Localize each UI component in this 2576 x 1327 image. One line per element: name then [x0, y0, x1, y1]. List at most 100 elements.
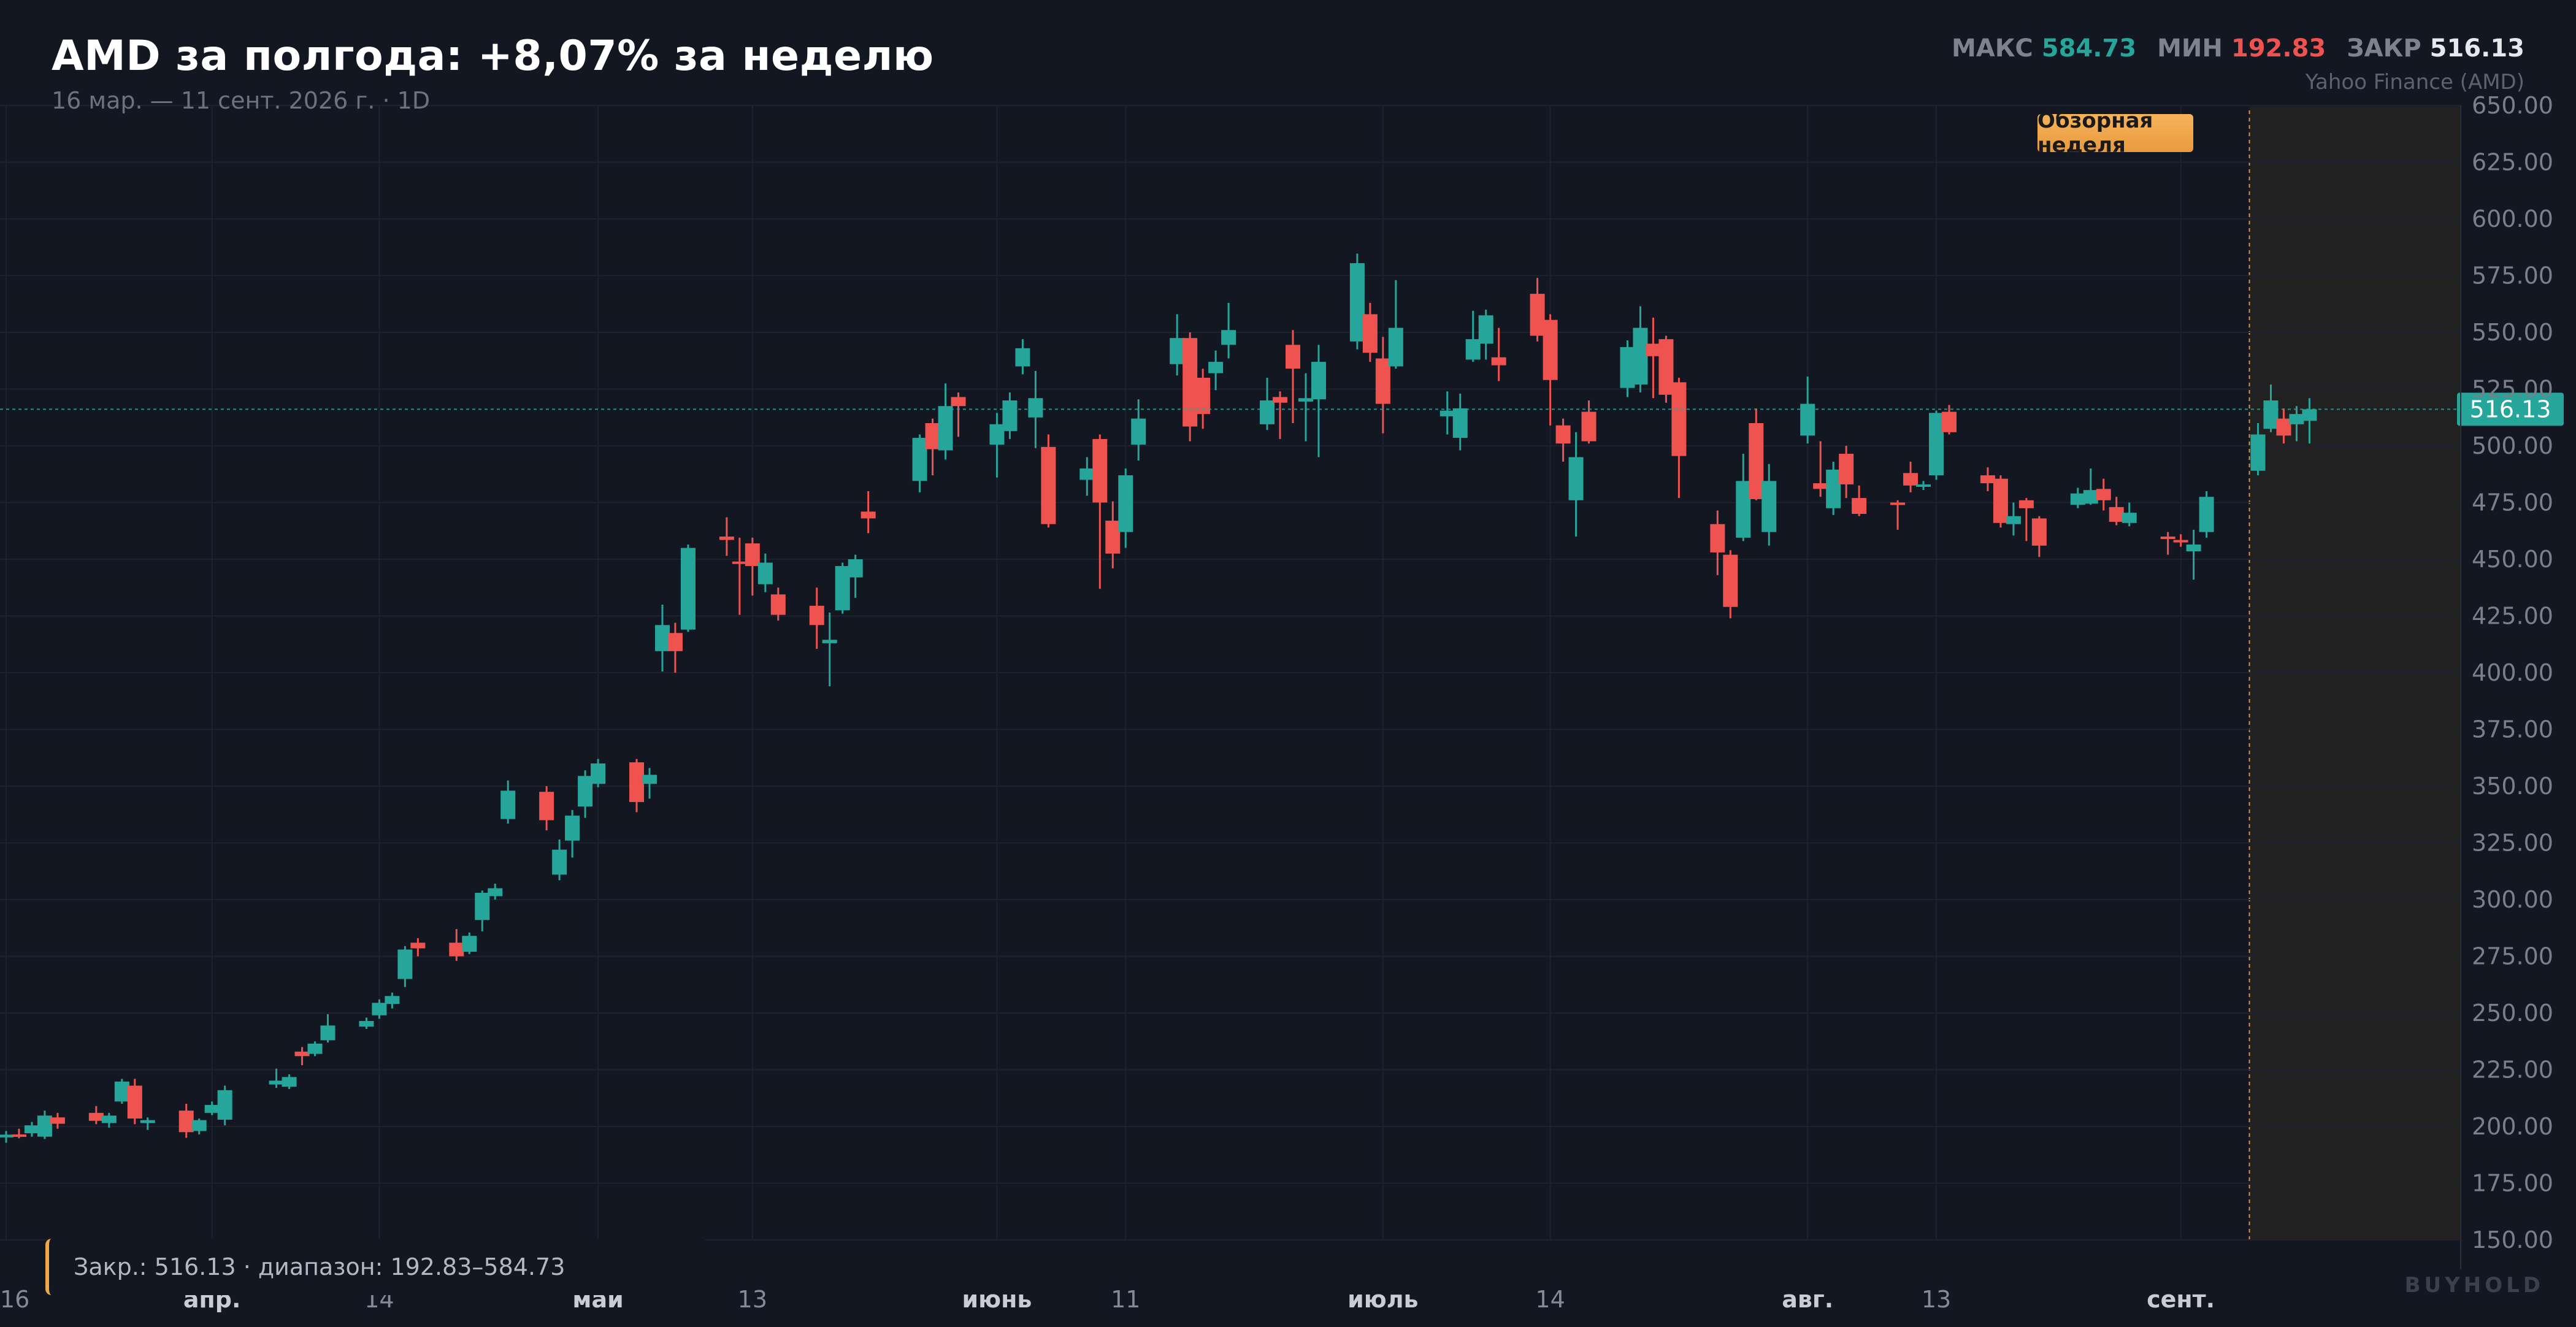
y-tick-label: 225.00 — [2472, 1057, 2553, 1084]
candle — [1543, 314, 1558, 426]
candle — [719, 517, 734, 556]
candle-body — [719, 537, 734, 540]
y-tick-label: 250.00 — [2472, 1000, 2553, 1027]
candle-body — [2018, 500, 2034, 508]
y-tick-label: 200.00 — [2472, 1113, 2553, 1140]
candle — [50, 1112, 65, 1129]
candle — [320, 1014, 335, 1043]
candle — [191, 1119, 207, 1134]
stat-max-value: 584.73 — [2041, 34, 2137, 63]
candle — [1993, 475, 2008, 528]
candle-body — [24, 1125, 39, 1134]
x-tick-label: 13 — [738, 1286, 767, 1313]
candle — [591, 759, 606, 787]
chart-title: AMD за полгода: +8,07% за неделю — [52, 32, 934, 80]
candle-body — [667, 633, 683, 651]
y-tick-label: 275.00 — [2472, 943, 2553, 970]
candle — [1941, 405, 1957, 435]
candle-body — [359, 1020, 374, 1027]
candle — [1079, 457, 1095, 496]
candle — [1671, 378, 1687, 499]
candle-body — [101, 1115, 117, 1123]
candle — [1041, 434, 1056, 528]
candle-body — [848, 559, 863, 578]
candle — [1749, 408, 1764, 500]
candle — [2173, 534, 2188, 547]
candle — [475, 890, 490, 931]
candle — [2109, 497, 2124, 526]
candle-body — [37, 1115, 52, 1137]
candle — [1465, 310, 1481, 362]
price-stats: МАКС 584.73 МИН 192.83 ЗАКР 516.13 — [1952, 34, 2524, 63]
candle — [1195, 369, 1211, 429]
candle-body — [2289, 414, 2304, 424]
candle-body — [127, 1085, 142, 1119]
candle-body — [191, 1120, 207, 1131]
candle-body — [1761, 481, 1777, 532]
candle-body — [385, 996, 400, 1004]
candle — [462, 932, 477, 954]
candle — [2096, 478, 2111, 511]
candle — [1555, 418, 1571, 462]
candle — [578, 770, 593, 818]
footer-summary: Закр.: 516.13 · диапазон: 192.83–584.73 — [45, 1239, 708, 1295]
candle — [1452, 393, 1468, 451]
candle-body — [320, 1025, 335, 1041]
candle-body — [1041, 446, 1056, 524]
candle — [2302, 398, 2317, 444]
candle-body — [1170, 338, 1185, 364]
x-tick-label: авг. — [1782, 1286, 1833, 1313]
candle — [1761, 464, 1777, 546]
candle-body — [1826, 469, 1841, 508]
candle — [2122, 502, 2137, 527]
candle-body — [1452, 408, 1468, 438]
candle — [835, 562, 850, 614]
stat-max: МАКС 584.73 — [1952, 34, 2136, 63]
candle-body — [1800, 403, 1815, 436]
candle — [1852, 485, 1867, 516]
candle — [0, 1131, 13, 1143]
candle — [1736, 453, 1751, 541]
candle-body — [539, 792, 554, 820]
candle — [848, 554, 863, 598]
candle-body — [2070, 493, 2085, 505]
candle-body — [294, 1051, 310, 1057]
candle — [488, 884, 503, 900]
candle — [680, 544, 696, 632]
y-tick-label: 525.00 — [2472, 376, 2553, 403]
candle-body — [1620, 347, 1635, 388]
candle — [1375, 337, 1390, 434]
candle-body — [2083, 490, 2098, 504]
x-tick-label: 11 — [1111, 1286, 1140, 1313]
candle — [1826, 461, 1841, 515]
candle — [1183, 332, 1198, 442]
x-tick-label: 13 — [1922, 1286, 1951, 1313]
candle — [552, 839, 567, 881]
candle — [2006, 502, 2021, 536]
candle-body — [951, 397, 966, 407]
candle-body — [1375, 358, 1390, 404]
candle-body — [1221, 330, 1236, 345]
candle — [539, 786, 554, 831]
candle-body — [1028, 398, 1043, 418]
candle-body — [1852, 498, 1867, 514]
candle-body — [307, 1043, 323, 1054]
candle-body — [1131, 418, 1146, 445]
brand-watermark: BUYHOLD — [2404, 1273, 2544, 1298]
candle-body — [809, 605, 824, 625]
candle-body — [2276, 418, 2291, 436]
candle-body — [565, 816, 580, 841]
candle-body — [1478, 315, 1493, 344]
candle — [1890, 500, 1906, 530]
candle — [1980, 467, 1995, 491]
candle-body — [591, 763, 606, 784]
candle-body — [204, 1104, 220, 1113]
candle — [1362, 302, 1378, 362]
candle-body — [1839, 453, 1854, 484]
candle-body — [552, 849, 567, 875]
candle — [1658, 335, 1674, 403]
candle — [204, 1101, 220, 1115]
candle-body — [2122, 513, 2137, 523]
candle-body — [282, 1077, 297, 1087]
